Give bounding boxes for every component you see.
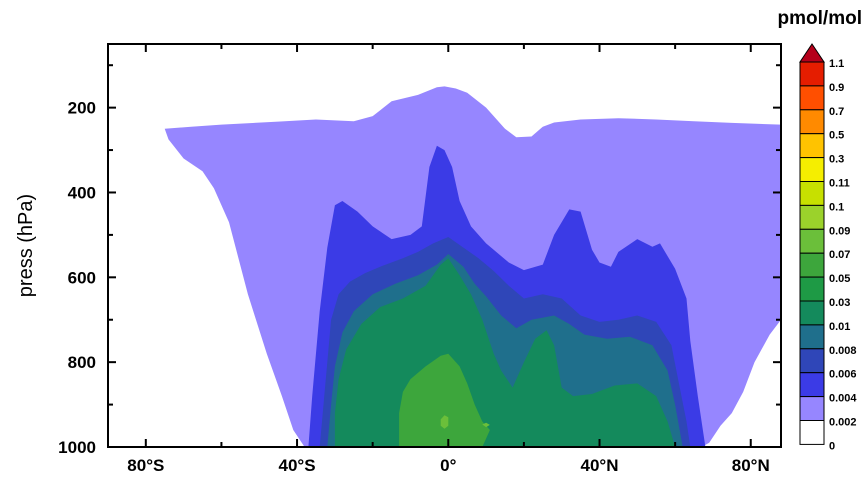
colorbar-label: 0.5 <box>829 130 844 142</box>
colorbar-box <box>799 420 825 445</box>
colorbar-label: 0.1 <box>829 201 844 213</box>
colorbar-box <box>799 396 825 422</box>
colorbar-label: 0.03 <box>829 297 850 309</box>
y-axis: 200 400 600 800 1000 <box>58 64 781 457</box>
colorbar-box <box>799 252 825 278</box>
y-tick-label: 800 <box>68 353 96 372</box>
colorbar-units: pmol/mol <box>778 8 862 29</box>
plot-frame <box>107 43 782 448</box>
colorbar-label: 0.004 <box>829 393 857 405</box>
colorbar-label: 0 <box>829 440 835 452</box>
colorbar-label: 0.05 <box>829 273 850 285</box>
colorbar-box <box>799 204 825 230</box>
colorbar: 1.1 0.9 0.7 0.5 0.3 0.11 0.1 0.09 0.07 0.05 0.03 0.… <box>799 43 857 452</box>
colorbar-label: 0.09 <box>829 225 850 237</box>
contour-region-0.05 <box>440 415 449 429</box>
colorbar-label: 0.006 <box>829 369 857 381</box>
x-axis: 80°S 40°S 0° 40°N 80°N <box>127 44 770 475</box>
contour-fill-layer <box>164 86 781 448</box>
colorbar-box <box>799 372 825 398</box>
colorbar-box <box>799 109 825 135</box>
colorbar-box <box>799 300 825 326</box>
colorbar-box <box>799 228 825 254</box>
colorbar-label: 0.7 <box>829 106 844 118</box>
x-tick-label: 0° <box>440 456 456 475</box>
colorbar-box <box>799 61 825 87</box>
x-tick-label: 80°S <box>127 456 164 475</box>
colorbar-box <box>799 276 825 302</box>
contour-region-0.03 <box>399 353 490 447</box>
y-axis-label: press (hPa) <box>15 194 37 297</box>
colorbar-label: 0.002 <box>829 417 857 429</box>
colorbar-box <box>799 181 825 206</box>
colorbar-label: 0.01 <box>829 321 850 333</box>
y-tick-label: 200 <box>68 99 96 118</box>
colorbar-label: 0.008 <box>829 345 857 357</box>
colorbar-label: 1.1 <box>829 58 844 70</box>
colorbar-label: 0.07 <box>829 249 850 261</box>
colorbar-box <box>799 324 825 350</box>
contour-region-0.05 <box>482 422 490 428</box>
y-tick-label: 400 <box>68 183 96 202</box>
colorbar-label: 0.9 <box>829 82 844 94</box>
colorbar-label: 0.11 <box>829 178 850 190</box>
colorbar-overflow-triangle <box>799 43 825 63</box>
colorbar-box <box>799 85 825 111</box>
y-tick-label: 1000 <box>58 438 96 457</box>
colorbar-label: 0.3 <box>829 154 844 166</box>
colorbar-box <box>799 348 825 374</box>
y-tick-label: 600 <box>68 268 96 287</box>
colorbar-box <box>799 157 825 183</box>
x-tick-label: 40°N <box>581 456 619 475</box>
colorbar-box <box>799 133 825 159</box>
x-tick-label: 80°N <box>732 456 770 475</box>
x-tick-label: 40°S <box>279 456 316 475</box>
